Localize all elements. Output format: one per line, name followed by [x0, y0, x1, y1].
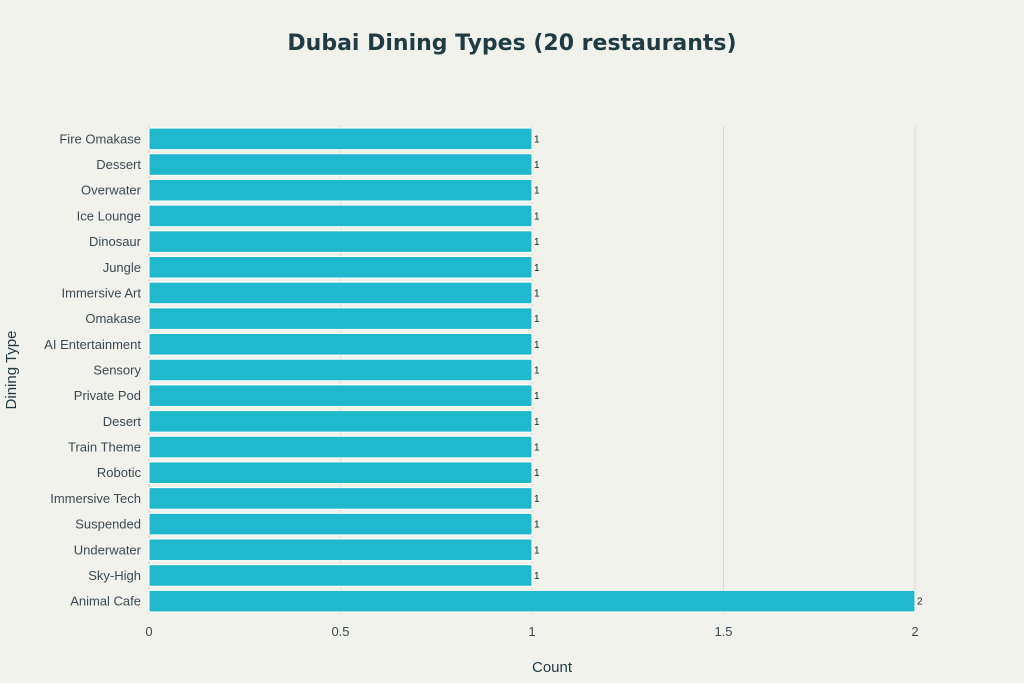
x-tick-label: 0 [145, 624, 152, 639]
data-label: 1 [534, 134, 540, 145]
category-label: Dessert [96, 157, 141, 172]
category-labels: Fire Omakase Dessert Overwater Ice Lounge Di… [44, 131, 141, 608]
category-label: Fire Omakase [59, 131, 141, 146]
bar [148, 538, 533, 562]
data-label: 1 [534, 417, 540, 428]
category-label: Animal Cafe [70, 594, 141, 609]
bar [148, 127, 533, 151]
bar [148, 204, 533, 228]
bar [148, 512, 533, 536]
category-label: Ice Lounge [77, 208, 141, 223]
bar [148, 255, 533, 279]
bar [148, 410, 533, 433]
data-label: 1 [534, 314, 540, 325]
data-label: 1 [534, 366, 540, 377]
category-label: Suspended [75, 517, 141, 532]
data-label: 1 [534, 545, 540, 556]
data-label: 1 [534, 340, 540, 351]
category-label: Immersive Tech [50, 491, 141, 506]
data-label: 1 [534, 288, 540, 299]
bar [148, 589, 916, 613]
bar [148, 384, 533, 407]
category-label: Omakase [85, 311, 141, 326]
category-label: Private Pod [74, 388, 141, 403]
bar [148, 564, 533, 587]
x-tick-label: 2 [911, 624, 918, 639]
data-label: 1 [534, 237, 540, 248]
bar [148, 333, 533, 356]
bar [148, 487, 533, 510]
x-axis-title: Count [532, 659, 573, 676]
category-label: AI Entertainment [44, 337, 141, 352]
data-label: 1 [534, 211, 540, 222]
data-label: 1 [534, 443, 540, 454]
x-tick-label: 0.5 [331, 624, 349, 639]
category-label: Underwater [74, 542, 142, 557]
y-axis-title: Dining Type [3, 331, 20, 410]
bar [148, 307, 533, 330]
bar [148, 358, 533, 382]
category-label: Train Theme [68, 440, 141, 455]
bar [148, 178, 533, 202]
data-label: 1 [534, 186, 540, 197]
data-label: 2 [917, 597, 923, 608]
data-label: 1 [534, 160, 540, 171]
x-tick-labels: 0 0.5 1 1.5 2 [145, 624, 918, 639]
bar [148, 230, 533, 253]
x-tick-label: 1 [528, 624, 535, 639]
data-label: 1 [534, 571, 540, 582]
data-label: 1 [534, 494, 540, 505]
category-label: Overwater [81, 183, 142, 198]
category-label: Desert [103, 414, 142, 429]
x-tick-label: 1.5 [714, 624, 732, 639]
category-label: Sky-High [88, 568, 141, 583]
bars [148, 127, 916, 613]
data-label: 1 [534, 468, 540, 479]
data-label: 1 [534, 391, 540, 402]
bar [148, 435, 533, 459]
data-label: 1 [534, 520, 540, 531]
chart-title: Dubai Dining Types (20 restaurants) [287, 31, 736, 56]
data-label: 1 [534, 263, 540, 274]
category-label: Immersive Art [62, 285, 142, 300]
bar [148, 153, 533, 176]
category-label: Jungle [103, 260, 141, 275]
bar [148, 281, 533, 305]
category-label: Dinosaur [89, 234, 142, 249]
category-label: Sensory [93, 363, 141, 378]
bar [148, 461, 533, 485]
category-label: Robotic [97, 465, 142, 480]
data-labels: 1 1 1 1 1 1 1 1 1 1 1 1 1 1 1 1 1 1 2 [534, 134, 923, 607]
